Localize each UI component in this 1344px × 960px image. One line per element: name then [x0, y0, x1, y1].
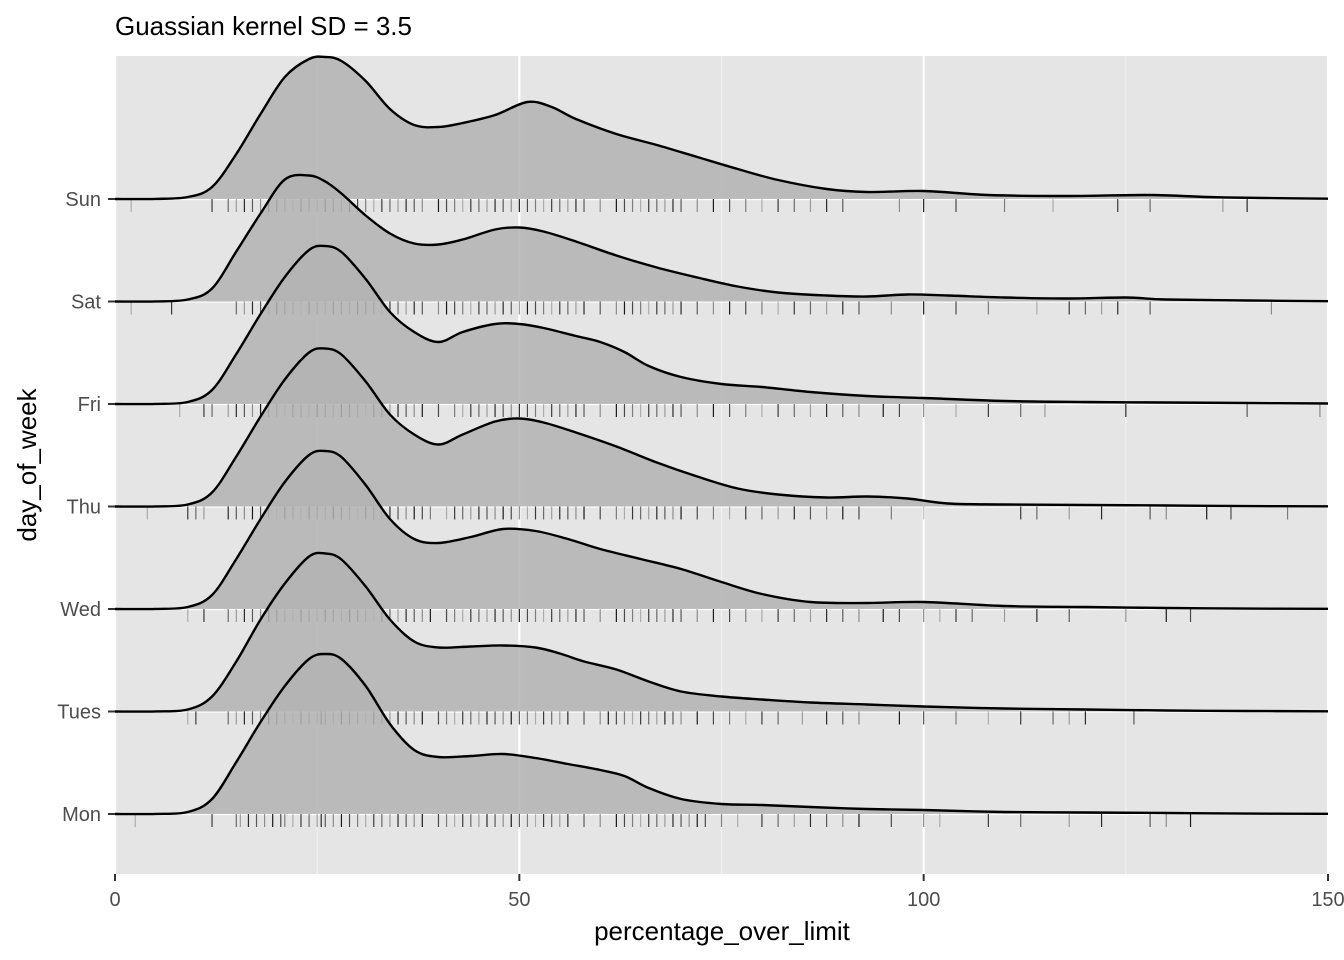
y-tick-label: Tues	[57, 702, 101, 724]
ridge-line-tues	[114, 551, 1329, 713]
ridge-area-tues	[115, 552, 1328, 712]
ridge-area-mon	[115, 653, 1328, 815]
ridge-area-sat	[115, 174, 1328, 302]
ridge-line-mon	[114, 652, 1329, 816]
ridge-line-sat	[114, 173, 1329, 303]
x-axis: 0 50 100 150	[109, 874, 1344, 911]
ridge-line-fri	[114, 244, 1329, 406]
rug-mon	[134, 814, 1192, 827]
x-tick-label: 0	[109, 889, 120, 911]
y-tick-label: Sat	[71, 292, 101, 314]
plot-panel	[113, 55, 1330, 874]
y-tick-label: Sun	[65, 189, 101, 211]
ridge-line-wed	[114, 449, 1329, 611]
ridges	[114, 55, 1329, 827]
x-tick-label: 50	[508, 889, 530, 911]
y-tick-label: Wed	[60, 599, 101, 621]
ridge-line-sun	[114, 55, 1329, 201]
ridge-area-fri	[115, 245, 1328, 405]
ridge-area-wed	[115, 450, 1328, 610]
ridge-line-thu	[114, 347, 1329, 508]
y-axis-title: day_of_week	[12, 387, 42, 541]
x-tick-label: 100	[907, 889, 940, 911]
y-tick-label: Mon	[62, 804, 101, 826]
ridge-sun	[114, 55, 1329, 212]
x-axis-title: percentage_over_limit	[594, 916, 851, 946]
ridge-mon	[114, 652, 1329, 827]
ridge-area-thu	[115, 348, 1328, 507]
chart-title: Guassian kernel SD = 3.5	[115, 11, 412, 41]
ridge-area-sun	[115, 56, 1328, 200]
y-tick-label: Fri	[78, 394, 101, 416]
x-tick-label: 150	[1311, 889, 1344, 911]
y-tick-label: Thu	[67, 497, 101, 519]
y-axis: Mon Tues Wed Thu Fri Sat Sun	[57, 189, 115, 826]
ridge-sat	[114, 173, 1329, 315]
